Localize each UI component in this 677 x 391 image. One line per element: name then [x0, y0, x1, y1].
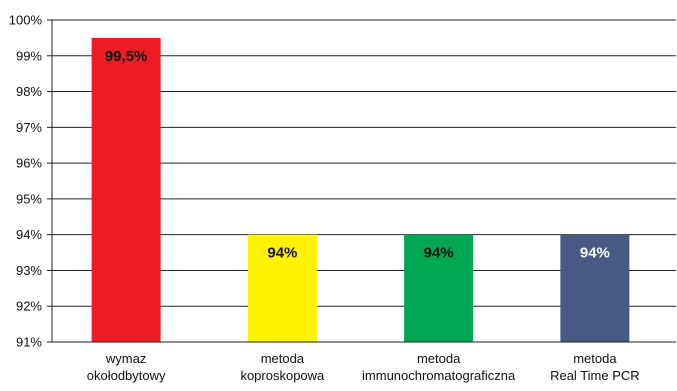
y-tick-label: 91%: [16, 335, 42, 350]
y-tick-label: 100%: [9, 13, 43, 28]
x-category-label: metoda: [573, 351, 617, 366]
y-tick-label: 96%: [16, 156, 42, 171]
y-tick-label: 99%: [16, 48, 42, 63]
bar: [404, 234, 474, 342]
y-tick-label: 95%: [16, 191, 42, 206]
bars: [91, 37, 630, 343]
data-label: 94%: [580, 245, 610, 262]
x-category-label: metoda: [417, 351, 461, 366]
x-category-label: okołodbytowy: [87, 368, 166, 383]
y-tick-label: 97%: [16, 120, 42, 135]
x-category-label: metoda: [261, 351, 305, 366]
axes: [47, 19, 676, 343]
y-tick-label: 98%: [16, 84, 42, 99]
x-category-label: immunochromatograficzna: [362, 368, 516, 383]
bar: [247, 234, 317, 342]
data-label: 99,5%: [105, 48, 148, 65]
data-label: 94%: [424, 245, 454, 262]
y-tick-label: 93%: [16, 263, 42, 278]
bar: [91, 37, 161, 343]
x-category-label: koproskopowa: [240, 368, 325, 383]
x-category-label: wymaz: [105, 351, 146, 366]
y-tick-label: 94%: [16, 227, 42, 242]
y-tick-label: 92%: [16, 299, 42, 314]
x-category-label: Real Time PCR: [550, 368, 640, 383]
data-label: 94%: [267, 245, 297, 262]
labels: 91% 92% 93% 94% 95% 96% 97% 98% 99% 100% 99,5% wyma…: [9, 13, 640, 384]
bar: [560, 234, 630, 342]
